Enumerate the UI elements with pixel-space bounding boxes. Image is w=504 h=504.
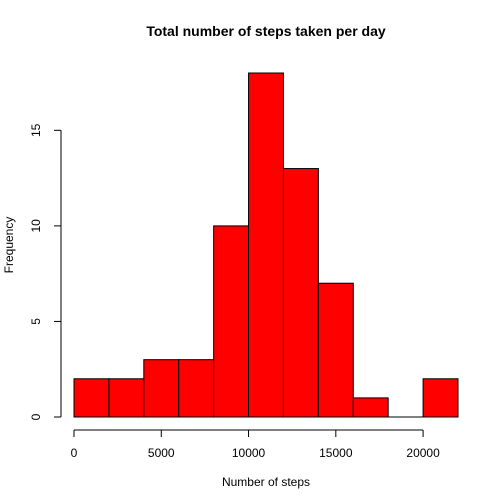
- x-axis: 0 5000 10000 15000 20000: [71, 429, 440, 460]
- x-tick-label: 5000: [148, 446, 175, 460]
- histogram-bar: [143, 359, 180, 418]
- x-axis-label: Number of steps: [222, 475, 310, 489]
- histogram-bar: [317, 282, 354, 418]
- histogram-bar: [73, 378, 110, 418]
- y-axis: 0 5 10 15: [29, 123, 62, 420]
- y-tick-label: 15: [29, 123, 43, 137]
- chart-title: Total number of steps taken per day: [146, 23, 386, 39]
- histogram-bar: [248, 72, 284, 418]
- x-tick-label: 0: [71, 446, 78, 460]
- x-tick-label: 10000: [232, 446, 266, 460]
- y-tick-label: 5: [29, 318, 43, 325]
- histogram-bar: [422, 378, 459, 418]
- histogram-bar: [213, 225, 250, 418]
- y-tick-label: 10: [29, 219, 43, 233]
- histogram-bar: [352, 397, 389, 418]
- y-axis-label: Frequency: [2, 217, 16, 274]
- x-tick-label: 20000: [406, 446, 440, 460]
- bars-group: [73, 72, 459, 418]
- histogram-bar: [108, 378, 145, 418]
- histogram-bar: [178, 359, 215, 418]
- y-tick-label: 0: [29, 413, 43, 420]
- histogram-bar: [282, 168, 319, 418]
- x-tick-label: 15000: [319, 446, 353, 460]
